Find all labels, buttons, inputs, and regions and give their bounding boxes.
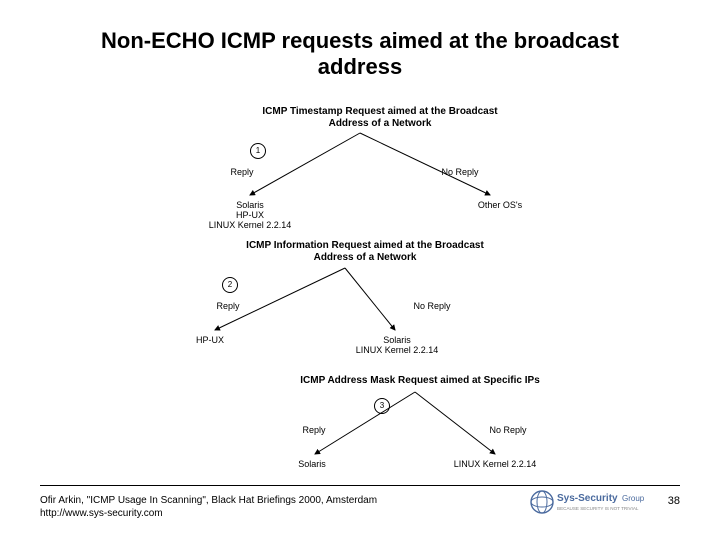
svg-text:Sys-Security: Sys-Security <box>557 493 618 504</box>
tree-diagram <box>140 100 580 470</box>
title-line-1: Non-ECHO ICMP requests aimed at the broa… <box>101 28 619 53</box>
svg-text:BECAUSE SECURITY IS NOT TRIVIA: BECAUSE SECURITY IS NOT TRIVIAL <box>557 506 639 511</box>
svg-text:Group: Group <box>622 494 645 503</box>
footer-divider <box>40 485 680 486</box>
slide-number: 38 <box>668 495 680 507</box>
footer-line-1: Ofir Arkin, "ICMP Usage In Scanning", Bl… <box>40 495 377 506</box>
page-title: Non-ECHO ICMP requests aimed at the broa… <box>0 28 720 81</box>
title-line-2: address <box>0 54 720 80</box>
footer-line-2: http://www.sys-security.com <box>40 508 163 519</box>
logo: Sys-Security Group BECAUSE SECURITY IS N… <box>530 490 650 514</box>
footer-text: Ofir Arkin, "ICMP Usage In Scanning", Bl… <box>40 494 377 520</box>
slide: Non-ECHO ICMP requests aimed at the broa… <box>0 0 720 540</box>
